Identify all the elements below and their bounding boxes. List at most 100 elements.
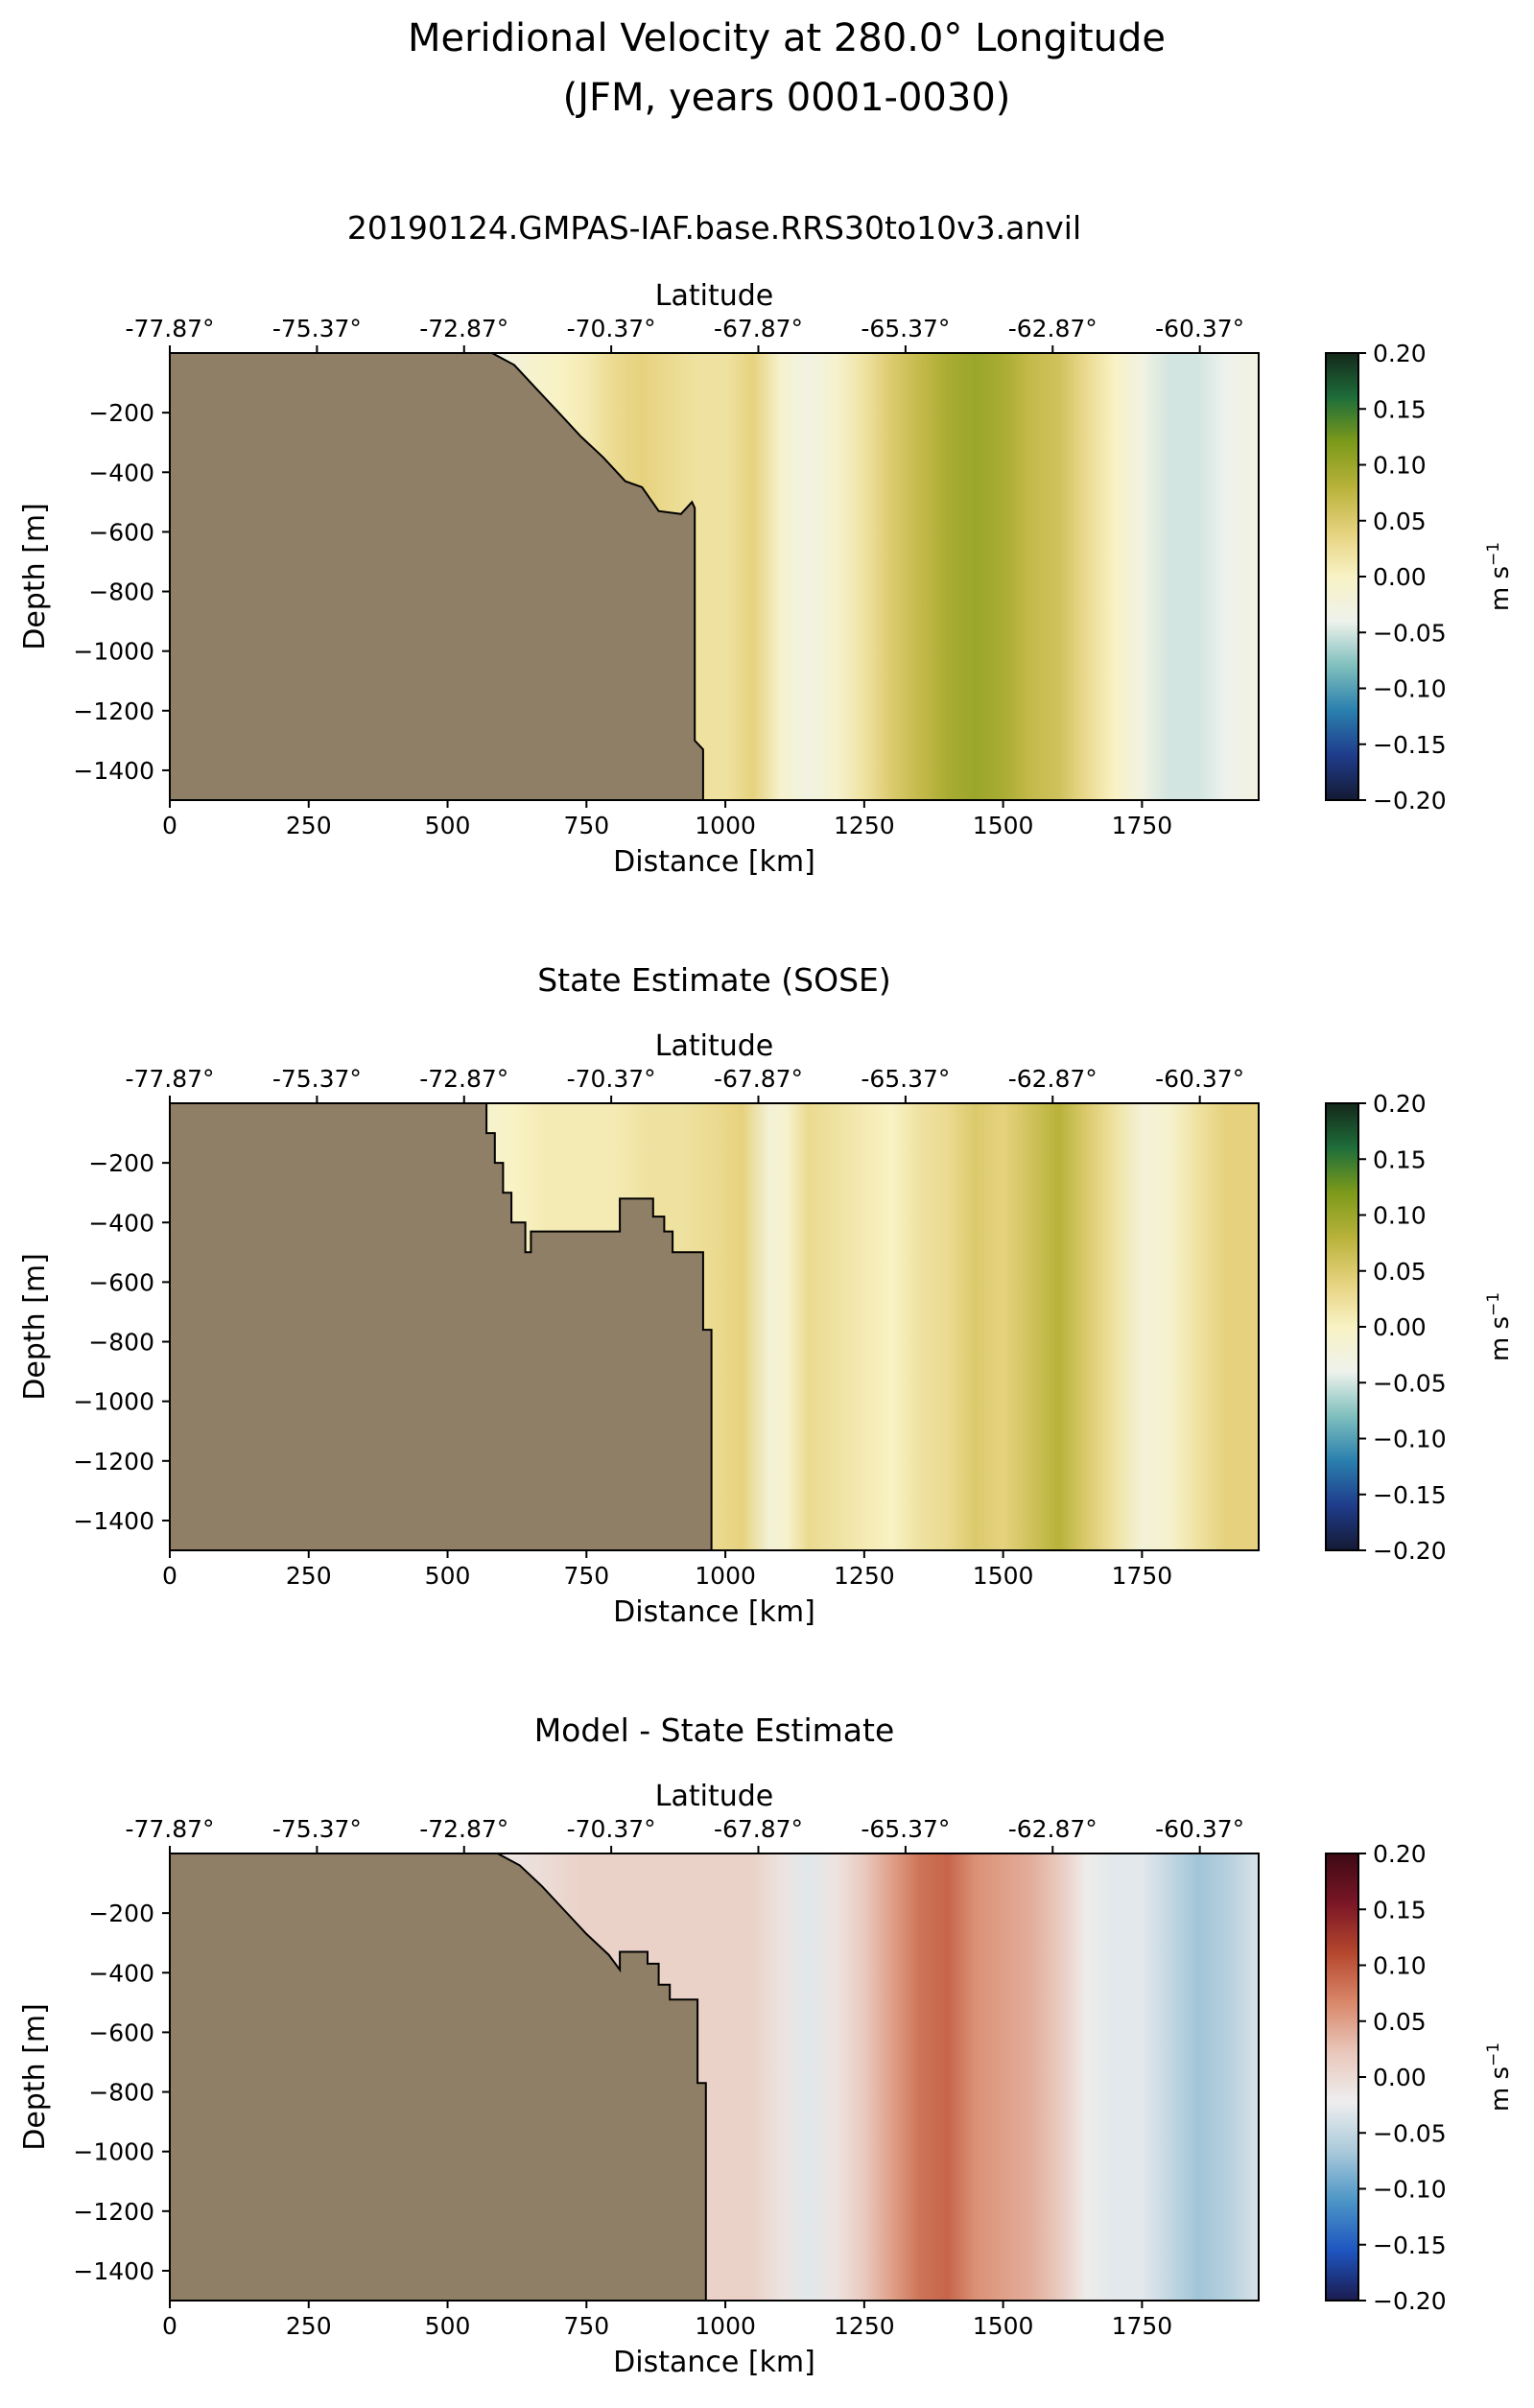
y-tick-label: −400 bbox=[88, 1209, 154, 1237]
x-tick-label: 250 bbox=[286, 812, 332, 839]
y-tick-label: −1200 bbox=[73, 1448, 154, 1475]
colorbar-tick-label: 0.00 bbox=[1373, 2064, 1427, 2091]
x-tick-label: 0 bbox=[162, 2312, 177, 2340]
x-tick-label: 750 bbox=[563, 2312, 609, 2340]
colorbar-tick-label: −0.05 bbox=[1373, 2119, 1447, 2147]
x-tick-label: 1250 bbox=[834, 812, 895, 839]
lat-tick-label: -72.87° bbox=[419, 1815, 508, 1843]
lat-tick-label: -72.87° bbox=[419, 1065, 508, 1093]
panel-title: State Estimate (SOSE) bbox=[537, 961, 891, 999]
colorbar-label: m s−1 bbox=[1484, 1292, 1515, 1361]
y-tick-label: −800 bbox=[88, 1329, 154, 1357]
y-tick-label: −600 bbox=[88, 1268, 154, 1296]
colorbar-tick-label: −0.20 bbox=[1373, 2287, 1447, 2315]
y-tick-label: −200 bbox=[88, 399, 154, 427]
x-tick-label: 1250 bbox=[834, 2312, 895, 2340]
lat-tick-label: -75.37° bbox=[272, 1065, 362, 1093]
x-tick-label: 500 bbox=[425, 2312, 471, 2340]
lat-tick-label: -70.37° bbox=[567, 315, 656, 342]
y-tick-label: −200 bbox=[88, 1149, 154, 1177]
colorbar bbox=[1325, 352, 1359, 801]
y-tick-label: −600 bbox=[88, 2018, 154, 2046]
y-tick-label: −400 bbox=[88, 1959, 154, 1987]
axes-frame bbox=[169, 352, 1260, 801]
y-tick-label: −800 bbox=[88, 2079, 154, 2107]
x-axis-label: Distance [km] bbox=[613, 845, 815, 879]
x-tick-label: 1000 bbox=[695, 1562, 756, 1590]
y-tick-label: −1000 bbox=[73, 2138, 154, 2166]
lat-tick-label: -60.37° bbox=[1155, 315, 1244, 342]
x-tick-label: 750 bbox=[563, 812, 609, 839]
y-tick-label: −800 bbox=[88, 578, 154, 606]
x-tick-label: 1750 bbox=[1112, 2312, 1173, 2340]
seafloor-land bbox=[169, 352, 704, 801]
y-tick-label: −1400 bbox=[73, 757, 154, 785]
colorbar-tick-label: 0.10 bbox=[1373, 1202, 1427, 1230]
lat-tick-label: -75.37° bbox=[272, 315, 362, 342]
x-tick-label: 0 bbox=[162, 812, 177, 839]
colorbar-tick-label: −0.05 bbox=[1373, 1369, 1447, 1397]
x-tick-label: 500 bbox=[425, 812, 471, 839]
colorbar-tick-label: −0.15 bbox=[1373, 2231, 1447, 2259]
colorbar-label: m s−1 bbox=[1484, 2042, 1515, 2112]
x-tick-label: 1500 bbox=[973, 1562, 1034, 1590]
x-tick-label: 1750 bbox=[1112, 812, 1173, 839]
seafloor-land bbox=[169, 1853, 712, 2302]
figure-title-line2: (JFM, years 0001-0030) bbox=[562, 76, 1011, 120]
x-tick-label: 250 bbox=[286, 2312, 332, 2340]
figure-title-line1: Meridional Velocity at 280.0° Longitude bbox=[407, 16, 1167, 60]
lat-tick-label: -67.87° bbox=[714, 1815, 803, 1843]
plot-panel: 0 250 500 750 1000 1250 1500 1750 Distance [km] -… bbox=[18, 1029, 1515, 1629]
colorbar-tick-label: 0.10 bbox=[1373, 452, 1427, 480]
plot-panel: 0 250 500 750 1000 1250 1500 1750 Distance [km] -… bbox=[18, 279, 1515, 879]
y-axis-label: Depth [m] bbox=[18, 1253, 52, 1401]
colorbar-tick-label: 0.15 bbox=[1373, 395, 1427, 423]
panel-title: Model - State Estimate bbox=[533, 1712, 895, 1749]
y-tick-label: −1400 bbox=[73, 2257, 154, 2285]
colorbar-tick-label: 0.05 bbox=[1373, 508, 1427, 535]
lat-tick-label: -77.87° bbox=[125, 1065, 214, 1093]
lat-tick-label: -62.87° bbox=[1008, 1065, 1097, 1093]
lat-tick-label: -65.37° bbox=[861, 1815, 950, 1843]
axes-frame bbox=[169, 1102, 1260, 1551]
lat-tick-label: -77.87° bbox=[125, 315, 214, 342]
colorbar-label: m s−1 bbox=[1484, 542, 1515, 611]
colorbar bbox=[1325, 1102, 1359, 1551]
y-tick-label: −1200 bbox=[73, 697, 154, 725]
lat-tick-label: -72.87° bbox=[419, 315, 508, 342]
y-tick-label: −1000 bbox=[73, 1388, 154, 1416]
lat-axis-label: Latitude bbox=[655, 279, 773, 313]
x-tick-label: 0 bbox=[162, 1562, 177, 1590]
lat-tick-label: -60.37° bbox=[1155, 1065, 1244, 1093]
y-axis-label: Depth [m] bbox=[18, 503, 52, 650]
colorbar-tick-label: 0.00 bbox=[1373, 563, 1427, 591]
y-tick-label: −1000 bbox=[73, 638, 154, 666]
plot-panel: 0 250 500 750 1000 1250 1500 1750 Distance [km] -… bbox=[18, 1780, 1515, 2379]
colorbar-tick-label: −0.10 bbox=[1373, 1426, 1447, 1453]
lat-tick-label: -75.37° bbox=[272, 1815, 362, 1843]
x-tick-label: 1000 bbox=[695, 2312, 756, 2340]
x-axis-label: Distance [km] bbox=[613, 1595, 815, 1629]
colorbar-tick-label: −0.10 bbox=[1373, 2176, 1447, 2204]
colorbar-tick-label: 0.05 bbox=[1373, 2008, 1427, 2036]
x-tick-label: 250 bbox=[286, 1562, 332, 1590]
colorbar-tick-label: −0.20 bbox=[1373, 787, 1447, 814]
x-tick-label: 750 bbox=[563, 1562, 609, 1590]
axes-frame bbox=[169, 1853, 1260, 2302]
x-tick-label: 1750 bbox=[1112, 1562, 1173, 1590]
x-tick-label: 500 bbox=[425, 1562, 471, 1590]
y-tick-label: −1400 bbox=[73, 1507, 154, 1535]
y-tick-label: −1200 bbox=[73, 2198, 154, 2226]
colorbar-tick-label: −0.05 bbox=[1373, 619, 1447, 647]
colorbar-tick-label: 0.15 bbox=[1373, 1145, 1427, 1173]
colorbar bbox=[1325, 1853, 1359, 2302]
panel-title: 20190124.GMPAS-IAF.base.RRS30to10v3.anvi… bbox=[346, 209, 1082, 247]
lat-axis-label: Latitude bbox=[655, 1780, 773, 1813]
x-tick-label: 1500 bbox=[973, 2312, 1034, 2340]
lat-axis-label: Latitude bbox=[655, 1029, 773, 1063]
colorbar-tick-label: −0.15 bbox=[1373, 731, 1447, 759]
y-tick-label: −400 bbox=[88, 459, 154, 486]
lat-tick-label: -67.87° bbox=[714, 1065, 803, 1093]
y-axis-label: Depth [m] bbox=[18, 2003, 52, 2151]
